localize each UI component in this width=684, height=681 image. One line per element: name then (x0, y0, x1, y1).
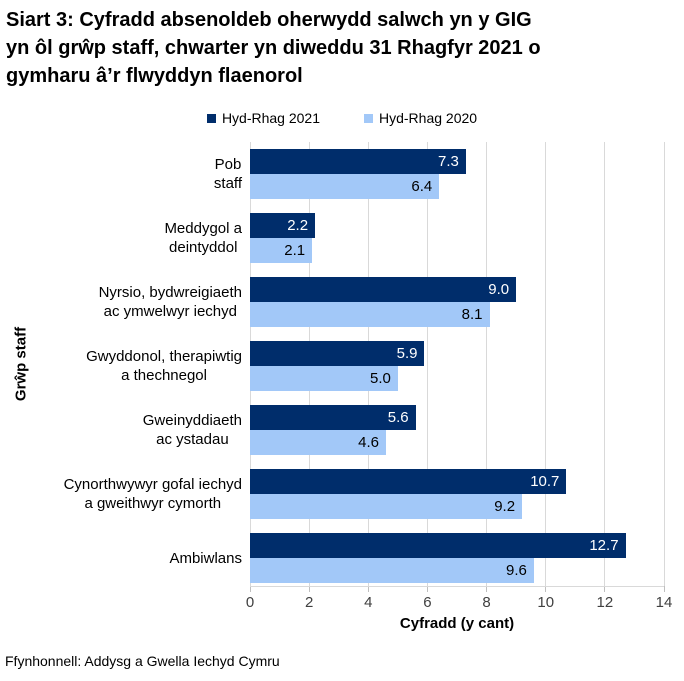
gridline (486, 142, 488, 586)
legend-label-2021: Hyd-Rhag 2021 (221, 110, 320, 126)
chart-title-line-3: gymharu â’r flwyddyn flaenorol (6, 65, 303, 87)
bar-2021: 5.6 (250, 405, 416, 430)
bar-2021: 7.3 (250, 149, 466, 174)
x-tick-mark (486, 586, 488, 592)
gridline (426, 142, 428, 586)
bar-2021: 10.7 (250, 469, 567, 494)
gridline (545, 142, 547, 586)
x-tick-mark (426, 586, 428, 592)
category-label: Pob staff (213, 156, 242, 192)
category-label: Meddygol a deintyddol (164, 220, 242, 256)
x-tick-label: 2 (304, 594, 314, 611)
x-tick-label: 6 (423, 594, 432, 611)
x-tick-label: 14 (655, 594, 673, 611)
x-axis-line (250, 586, 664, 587)
gridline (663, 142, 665, 586)
legend-swatch-2020-icon (364, 113, 373, 123)
chart-title-line-2: yn ôl grŵp staff, chwarter yn diweddu 31… (6, 37, 541, 59)
gridline (604, 142, 606, 586)
legend-item-2021: Hyd-Rhag 2021 (206, 110, 320, 126)
chart-title-line-1: Siart 3: Cyfradd absenoldeb oherwydd sal… (6, 9, 532, 31)
x-tick-mark (663, 586, 665, 592)
category-label: Gwyddonol, therapiwtig a thechnegol (86, 348, 242, 384)
x-tick-mark (367, 586, 369, 592)
y-axis-title: Grŵp staff (12, 326, 30, 402)
legend-label-2020: Hyd-Rhag 2020 (379, 110, 478, 126)
x-tick-label: 4 (364, 594, 373, 611)
bar-2020: 5.0 (250, 366, 398, 391)
category-label: Ambiwlans (169, 549, 242, 567)
category-label: Cynorthwywyr gofal iechyd a gweithwyr cy… (63, 476, 242, 512)
bar-2020: 2.1 (250, 238, 313, 263)
x-tick-label: 10 (537, 594, 555, 611)
bar-2021: 9.0 (250, 277, 517, 302)
legend-swatch-2021-icon (206, 113, 216, 123)
category-label: Gweinyddiaeth ac ystadau (142, 412, 242, 448)
source-text: Ffynhonnell: Addysg a Gwella Iechyd Cymr… (5, 653, 280, 669)
legend-item-2020: Hyd-Rhag 2020 (364, 110, 477, 126)
x-tick-mark (604, 586, 606, 592)
bar-2021: 5.9 (250, 341, 425, 366)
x-tick-label: 12 (596, 594, 614, 611)
bar-2021: 12.7 (250, 533, 626, 558)
bar-2021: 2.2 (250, 213, 316, 238)
bar-2020: 9.6 (250, 558, 534, 583)
legend: Hyd-Rhag 2021 Hyd-Rhag 2020 (0, 110, 684, 126)
x-tick-mark (308, 586, 310, 592)
category-label: Nyrsio, bydwreigiaeth ac ymwelwyr iechyd (98, 284, 242, 320)
bar-2020: 8.1 (250, 302, 490, 327)
chart-title: Siart 3: Cyfradd absenoldeb oherwydd sal… (6, 6, 678, 90)
x-tick-mark (545, 586, 547, 592)
bar-2020: 4.6 (250, 430, 387, 455)
bar-2020: 6.4 (250, 174, 440, 199)
x-tick-label: 8 (482, 594, 491, 611)
x-axis-title: Cyfradd (y cant) (399, 615, 515, 632)
x-tick-mark (249, 586, 251, 592)
bar-2020: 9.2 (250, 494, 523, 519)
x-tick-label: 0 (245, 594, 255, 611)
